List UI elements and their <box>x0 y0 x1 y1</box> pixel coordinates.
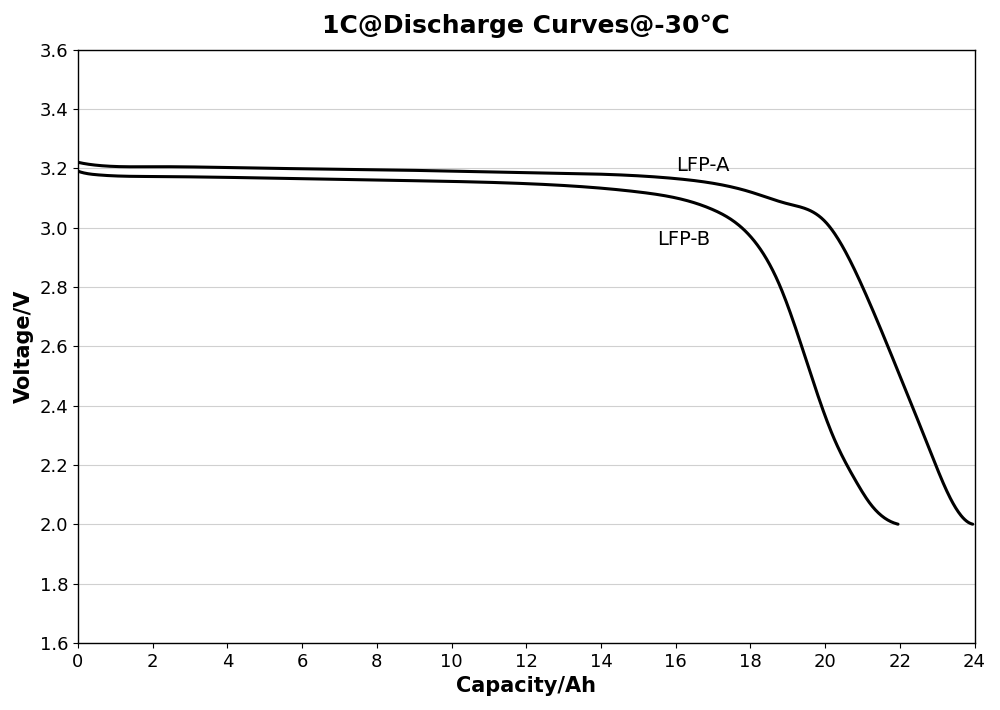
Text: LFP-A: LFP-A <box>676 156 729 175</box>
Title: 1C@Discharge Curves@-30℃: 1C@Discharge Curves@-30℃ <box>322 14 730 38</box>
Text: LFP-B: LFP-B <box>657 230 710 249</box>
X-axis label: Capacity/Ah: Capacity/Ah <box>456 676 596 696</box>
Y-axis label: Voltage/V: Voltage/V <box>14 290 34 403</box>
